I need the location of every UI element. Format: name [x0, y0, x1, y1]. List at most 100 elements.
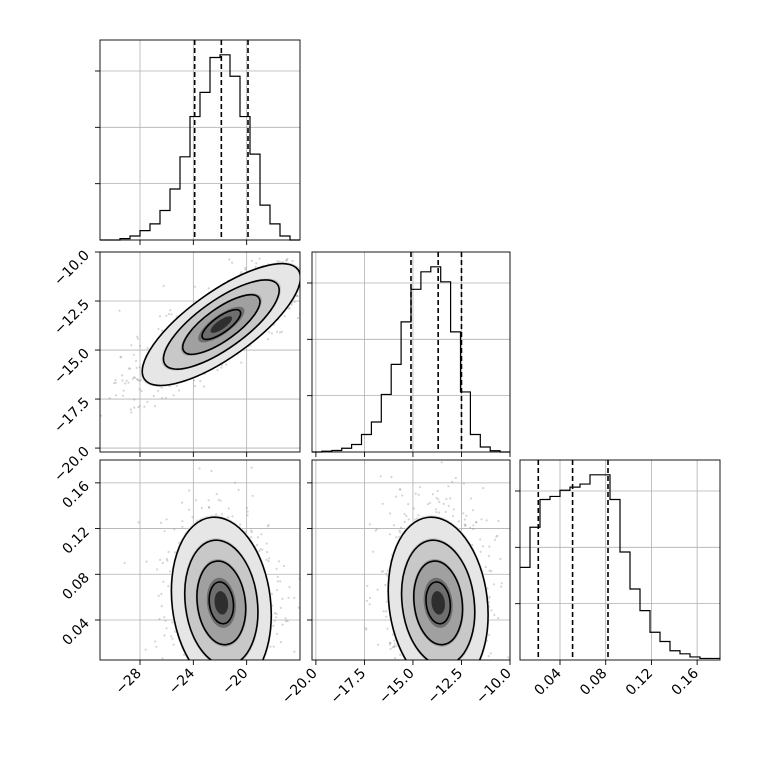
scatter-point	[118, 309, 121, 312]
scatter-point	[480, 518, 483, 521]
scatter-point	[133, 398, 136, 401]
scatter-point	[251, 494, 254, 497]
scatter-point	[267, 523, 270, 527]
scatter-point	[524, 600, 526, 602]
scatter-point	[231, 261, 234, 264]
scatter-point	[242, 663, 244, 665]
scatter-point	[436, 489, 439, 493]
scatter-point	[245, 507, 248, 510]
scatter-point	[395, 536, 398, 539]
scatter-point	[417, 493, 420, 496]
scatter-point	[489, 652, 492, 655]
scatter-point	[279, 641, 282, 644]
scatter-point	[401, 494, 404, 497]
scatter-point	[193, 385, 197, 388]
scatter-point	[399, 526, 403, 529]
scatter-point	[487, 655, 490, 658]
scatter-panel-p0-p1	[66, 237, 354, 453]
scatter-point	[352, 257, 354, 259]
x-tick-label: −24	[166, 665, 198, 697]
scatter-point	[275, 616, 278, 619]
scatter-point	[451, 515, 454, 518]
scatter-point	[445, 497, 448, 500]
scatter-point	[421, 664, 423, 666]
scatter-point	[399, 653, 402, 656]
scatter-point	[195, 499, 198, 502]
scatter-point	[276, 589, 279, 592]
scatter-point	[419, 669, 421, 671]
scatter-point	[241, 660, 243, 662]
scatter-point	[512, 619, 514, 621]
scatter-point	[234, 481, 237, 484]
scatter-point	[493, 613, 496, 617]
scatter-point	[239, 523, 242, 526]
scatter-point	[276, 260, 279, 263]
scatter-point	[156, 568, 159, 571]
scatter-point	[120, 356, 123, 359]
scatter-point	[270, 332, 273, 335]
scatter-point	[279, 606, 282, 610]
scatter-point	[281, 623, 284, 626]
scatter-point	[240, 271, 243, 274]
scatter-point	[337, 237, 339, 239]
scatter-point	[428, 683, 430, 685]
scatter-point	[273, 612, 277, 615]
hist-panel-p2	[515, 459, 721, 661]
scatter-point	[136, 335, 139, 338]
scatter-point	[368, 596, 372, 600]
frame	[99, 39, 301, 241]
scatter-point	[232, 666, 234, 668]
scatter-point	[133, 406, 136, 409]
scatter-point	[437, 670, 439, 672]
scatter-point	[469, 497, 472, 500]
scatter-point	[275, 612, 278, 616]
scatter-point	[398, 529, 401, 532]
scatter-point	[250, 529, 253, 532]
scatter-point	[429, 661, 431, 663]
hist-step-p2	[520, 474, 720, 660]
scatter-point	[166, 559, 169, 562]
scatter-point	[233, 662, 235, 664]
y-tick-label: −17.5	[51, 395, 93, 437]
scatter-point	[165, 557, 168, 561]
scatter-point	[160, 521, 163, 525]
scatter-point	[237, 488, 240, 491]
scatter-point	[283, 315, 286, 318]
scatter-point	[434, 508, 438, 511]
scatter-point	[368, 523, 371, 526]
scatter-point	[436, 666, 438, 668]
scatter-point	[164, 619, 167, 622]
scatter-point	[170, 313, 173, 316]
scatter-point	[427, 713, 429, 715]
scatter-point	[435, 496, 438, 500]
scatter-point	[400, 699, 402, 701]
scatter-point	[255, 262, 258, 265]
scatter-point	[171, 637, 174, 640]
scatter-point	[444, 736, 446, 738]
scatter-point	[407, 503, 410, 506]
x-tick-label: 0.04	[531, 665, 564, 698]
scatter-point	[172, 643, 175, 646]
hist-panel-p1	[307, 251, 511, 453]
scatter-point	[375, 528, 378, 531]
scatter-point	[422, 675, 424, 677]
scatter-point	[188, 508, 191, 511]
scatter-point	[114, 379, 117, 382]
scatter-point	[207, 675, 209, 677]
scatter-point	[382, 570, 385, 573]
scatter-point	[302, 252, 304, 254]
scatter-point	[273, 670, 275, 672]
scatter-point	[482, 487, 485, 490]
scatter-point	[496, 534, 499, 538]
scatter-point	[133, 376, 137, 379]
frame	[99, 459, 301, 661]
scatter-point	[167, 550, 170, 554]
scatter-point	[266, 525, 269, 528]
scatter-point	[480, 662, 482, 664]
scatter-point	[302, 289, 304, 291]
scatter-point	[158, 617, 161, 621]
scatter-point	[244, 266, 247, 269]
scatter-point	[203, 718, 205, 720]
y-tick-label: 0.08	[59, 570, 92, 603]
scatter-point	[66, 443, 68, 445]
